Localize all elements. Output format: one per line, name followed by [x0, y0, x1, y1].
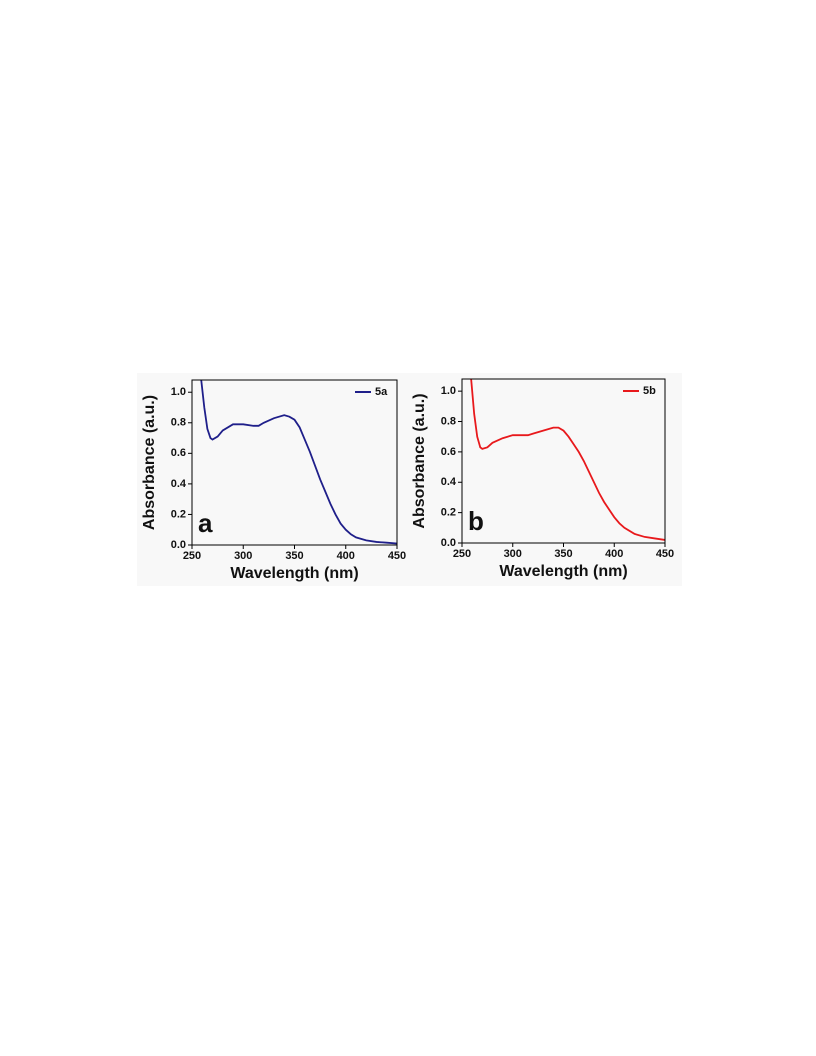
plot-frame [461, 378, 666, 544]
y-tick-label: 0.6 [441, 446, 456, 458]
y-tick-label: 0.4 [441, 476, 457, 488]
x-tick-label: 350 [554, 548, 572, 560]
y-axis-title: Absorbance (a.u.) [411, 393, 428, 528]
y-tick-label: 0.6 [171, 447, 186, 459]
plot-frame [191, 379, 398, 546]
x-axis-title: Wavelength (nm) [499, 563, 627, 580]
y-tick-label: 1.0 [441, 385, 456, 397]
y-tick-label: 0.8 [441, 415, 456, 427]
panel-label: b [468, 506, 484, 536]
data-line [470, 379, 665, 541]
data-line [200, 380, 397, 545]
x-tick-label: 450 [656, 548, 674, 560]
y-tick-label: 0.0 [441, 537, 456, 549]
x-tick-label: 400 [605, 548, 623, 560]
x-tick-label: 450 [388, 550, 406, 562]
x-axis-title: Wavelength (nm) [230, 565, 358, 582]
y-tick-label: 0.2 [441, 507, 456, 519]
y-tick-label: 0.2 [171, 508, 186, 520]
y-tick-label: 0.8 [171, 417, 186, 429]
x-tick-label: 250 [453, 548, 471, 560]
y-tick-label: 0.4 [171, 478, 187, 490]
legend-label: 5a [375, 386, 388, 398]
figure-background [137, 373, 682, 586]
panel-label: a [198, 508, 213, 538]
y-tick-label: 0.0 [171, 539, 186, 551]
x-tick-label: 250 [183, 550, 201, 562]
x-tick-label: 400 [337, 550, 355, 562]
x-tick-label: 350 [285, 550, 303, 562]
y-tick-label: 1.0 [171, 386, 186, 398]
x-tick-label: 300 [504, 548, 522, 560]
x-tick-label: 300 [234, 550, 252, 562]
y-axis-title: Absorbance (a.u.) [141, 395, 158, 530]
legend-label: 5b [643, 385, 656, 397]
